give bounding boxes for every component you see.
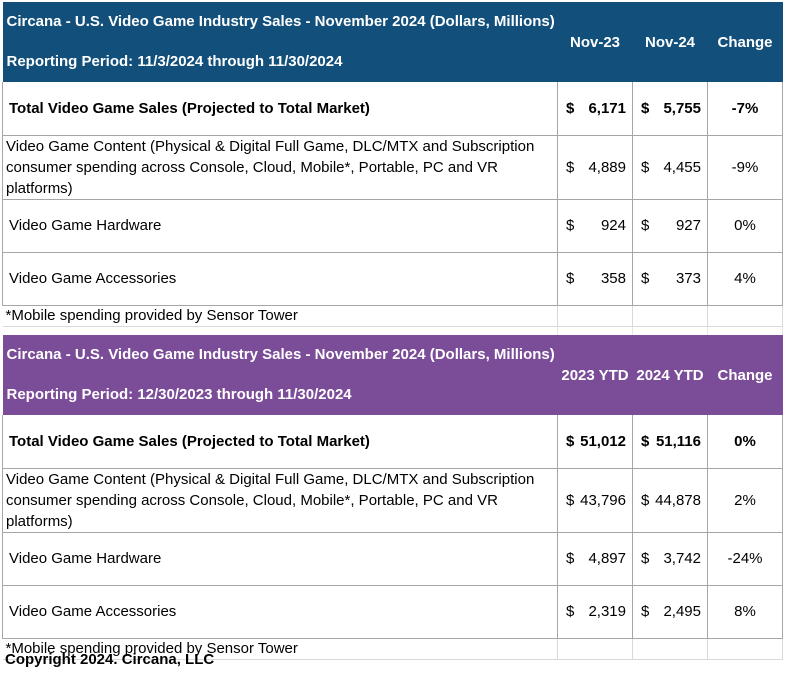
cell-value: $3,742 — [632, 532, 708, 586]
cell-value: $43,796 — [557, 468, 633, 533]
row-label: Video Game Hardware — [2, 532, 558, 586]
cell-value: $4,455 — [632, 135, 708, 200]
cell-value: $924 — [557, 199, 633, 253]
table-row: Video Game Accessories $358 $373 4% — [2, 252, 783, 306]
table-row: Video Game Content (Physical & Digital F… — [2, 468, 783, 533]
cell-value: $51,116 — [632, 415, 708, 469]
row-label: Video Game Hardware — [2, 199, 558, 253]
change-cell: 8% — [707, 585, 783, 639]
table-title: Circana - U.S. Video Game Industry Sales… — [6, 346, 555, 363]
change-cell: -7% — [707, 82, 783, 136]
change-cell: -24% — [707, 532, 783, 586]
table-row: Total Video Game Sales (Projected to Tot… — [2, 415, 783, 469]
cell-value: $5,755 — [632, 82, 708, 136]
table-row: Video Game Hardware $4,897 $3,742 -24% — [2, 532, 783, 586]
cell-value: $2,495 — [632, 585, 708, 639]
ytd-sales-table: Circana - U.S. Video Game Industry Sales… — [2, 335, 783, 660]
column-header: Change — [707, 335, 783, 415]
cell-value: $2,319 — [557, 585, 633, 639]
table-row: Video Game Accessories $2,319 $2,495 8% — [2, 585, 783, 639]
table-row: Total Video Game Sales (Projected to Tot… — [2, 82, 783, 136]
column-header: Nov-23 — [557, 2, 633, 82]
table-row: Video Game Hardware $924 $927 0% — [2, 199, 783, 253]
cell-value: $44,878 — [632, 468, 708, 533]
cell-value: $927 — [632, 199, 708, 253]
cell-value: $4,889 — [557, 135, 633, 200]
table-header-title: Circana - U.S. Video Game Industry Sales… — [2, 2, 558, 82]
change-cell: 0% — [707, 199, 783, 253]
footnote: *Mobile spending provided by Sensor Towe… — [2, 305, 558, 327]
table-header-title: Circana - U.S. Video Game Industry Sales… — [2, 335, 558, 415]
change-cell: 4% — [707, 252, 783, 306]
cell-value: $373 — [632, 252, 708, 306]
row-label: Video Game Accessories — [2, 585, 558, 639]
row-label: Video Game Content (Physical & Digital F… — [2, 468, 558, 533]
column-header: 2024 YTD — [632, 335, 708, 415]
cell-value: $6,171 — [557, 82, 633, 136]
row-label: Video Game Content (Physical & Digital F… — [2, 135, 558, 200]
change-cell: -9% — [707, 135, 783, 200]
monthly-sales-table: Circana - U.S. Video Game Industry Sales… — [2, 2, 783, 347]
column-header: Nov-24 — [632, 2, 708, 82]
column-header: Change — [707, 2, 783, 82]
table-title: Circana - U.S. Video Game Industry Sales… — [6, 13, 555, 30]
reporting-period: Reporting Period: 12/30/2023 through 11/… — [6, 386, 352, 403]
change-cell: 0% — [707, 415, 783, 469]
cell-value: $51,012 — [557, 415, 633, 469]
row-label: Total Video Game Sales (Projected to Tot… — [2, 415, 558, 469]
reporting-period: Reporting Period: 11/3/2024 through 11/3… — [6, 53, 343, 70]
cell-value: $4,897 — [557, 532, 633, 586]
row-label: Total Video Game Sales (Projected to Tot… — [2, 82, 558, 136]
table-row: Video Game Content (Physical & Digital F… — [2, 135, 783, 200]
footnote: *Mobile spending provided by Sensor Towe… — [2, 638, 558, 660]
column-header: 2023 YTD — [557, 335, 633, 415]
cell-value: $358 — [557, 252, 633, 306]
row-label: Video Game Accessories — [2, 252, 558, 306]
change-cell: 2% — [707, 468, 783, 533]
copyright-text: Copyright 2024. Circana, LLC — [5, 651, 215, 668]
